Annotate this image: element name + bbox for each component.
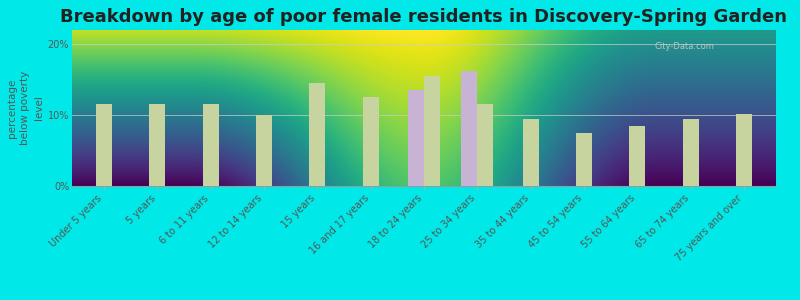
Y-axis label: percentage
below poverty
level: percentage below poverty level	[7, 71, 43, 145]
Text: City-Data.com: City-Data.com	[654, 43, 714, 52]
Bar	[408, 90, 424, 186]
Bar	[96, 104, 112, 186]
Bar	[202, 104, 218, 186]
Bar	[424, 76, 440, 186]
Bar	[682, 118, 698, 186]
Bar	[736, 114, 752, 186]
Bar	[362, 98, 378, 186]
Title: Breakdown by age of poor female residents in Discovery-Spring Garden: Breakdown by age of poor female resident…	[61, 8, 787, 26]
Bar	[310, 83, 326, 186]
Bar	[522, 118, 538, 186]
Bar	[576, 133, 592, 186]
Bar	[256, 115, 272, 186]
Bar	[478, 104, 494, 186]
Bar	[462, 71, 478, 186]
Bar	[630, 126, 646, 186]
Bar	[150, 104, 166, 186]
